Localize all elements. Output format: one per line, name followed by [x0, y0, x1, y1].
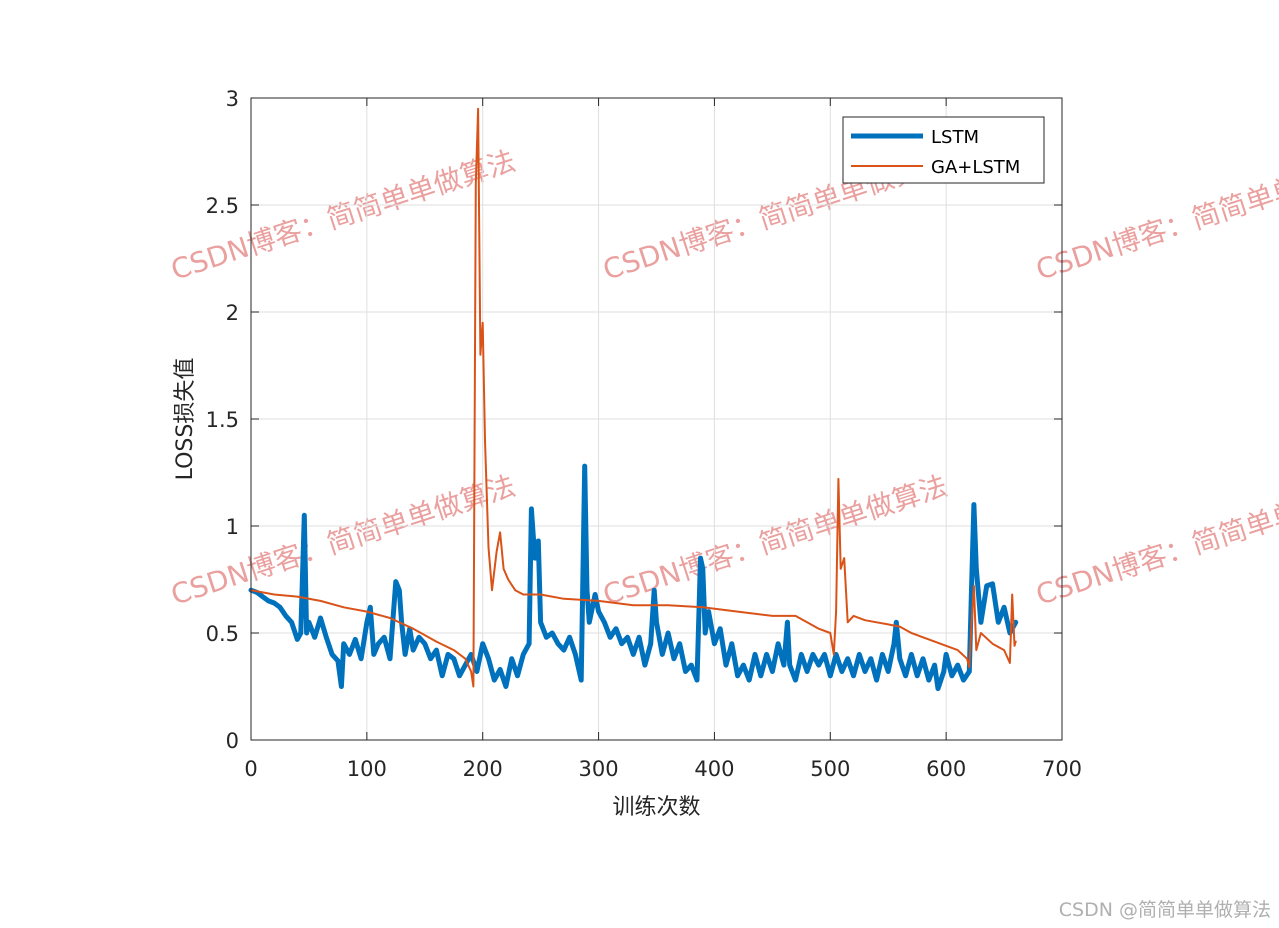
watermark-layer: CSDN博客：简简单单做算法 CSDN博客：简简单单做算法 CSDN博客：简简单单做…: [167, 144, 1279, 612]
y-axis-title: LOSS损失值: [173, 358, 198, 481]
legend-label-ga-lstm: GA+LSTM: [931, 157, 1020, 178]
legend-box: [842, 116, 1045, 184]
y-tick-label: 1.5: [206, 408, 239, 432]
x-tick-label: 200: [463, 757, 503, 781]
series-layer: [248, 107, 1019, 692]
y-tick-label: 0: [226, 729, 239, 753]
x-tick-label: 700: [1042, 757, 1082, 781]
watermark-text: CSDN博客：简简单单做算法: [1032, 144, 1279, 287]
x-tick-label: 600: [926, 757, 966, 781]
x-axis-ticks: 0 100 200 300 400 500 600 700: [244, 98, 1082, 781]
y-axis-ticks: 0 0.5 1 1.5 2 2.5 3: [206, 87, 1062, 753]
x-tick-label: 100: [347, 757, 387, 781]
x-tick-label: 0: [244, 757, 257, 781]
series-line-lstm: [248, 463, 1019, 692]
x-axis-title: 训练次数: [612, 795, 700, 820]
x-tick-label: 400: [694, 757, 734, 781]
legend: LSTM GA+LSTM: [842, 116, 1045, 184]
y-tick-label: 3: [226, 87, 239, 111]
y-tick-label: 0.5: [206, 622, 239, 646]
watermark-text: CSDN博客：简简单单做算法: [167, 469, 519, 612]
y-tick-label: 1: [226, 515, 239, 539]
csdn-credit: CSDN @简简单单做算法: [1058, 899, 1271, 921]
watermark-text: CSDN博客：简简单单做算法: [1032, 469, 1279, 612]
series-line-ga-lstm: [250, 107, 1017, 688]
y-tick-label: 2.5: [206, 194, 239, 218]
y-tick-label: 2: [226, 301, 239, 325]
x-tick-label: 500: [810, 757, 850, 781]
legend-label-lstm: LSTM: [931, 127, 979, 148]
x-tick-label: 300: [579, 757, 619, 781]
